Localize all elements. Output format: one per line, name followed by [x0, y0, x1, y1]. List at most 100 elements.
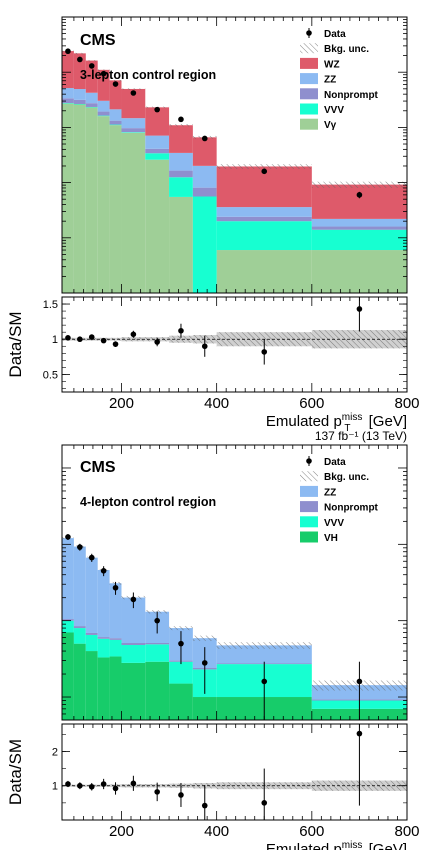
- data-point-2: [77, 544, 83, 550]
- data-point-4: [101, 568, 107, 574]
- ratio-y-tick-label: 1: [52, 334, 58, 346]
- bar-nonprompt-bin-7: [145, 643, 169, 644]
- data-point-7: [154, 107, 160, 113]
- x-tick-label: 600: [299, 395, 324, 412]
- ratio-point-7: [154, 789, 160, 795]
- bar-v-bin-10: [217, 250, 312, 293]
- ratio-frame: [62, 724, 407, 820]
- x-tick-label: 200: [109, 823, 134, 840]
- bar-nonprompt-bin-3: [86, 103, 98, 107]
- bar-vvv-bin-7: [145, 153, 169, 159]
- legend-label-bkg-unc: Bkg. unc.: [324, 472, 369, 483]
- legend-swatch-nonprompt: [300, 501, 318, 512]
- bar-vvv-bin-4: [98, 116, 110, 117]
- bar-zz-bin-1: [62, 538, 74, 619]
- ratio-point-3: [89, 784, 95, 790]
- bar-nonprompt-bin-5: [110, 121, 122, 125]
- legend-swatch-wz: [300, 58, 318, 69]
- stacked-histogram: [62, 51, 407, 293]
- x-axis-label-sup: miss: [342, 412, 363, 423]
- x-axis-label-unit: [GeV]: [364, 841, 407, 850]
- ratio-point-5: [113, 786, 119, 792]
- region-label: 3-lepton control region: [80, 68, 216, 82]
- bar-wz-bin-1: [62, 51, 74, 88]
- bar-vvv-bin-7: [145, 644, 169, 661]
- legend-swatch-zz: [300, 73, 318, 84]
- bar-nonprompt-bin-5: [110, 638, 122, 640]
- legend-swatch-vvv: [300, 104, 318, 115]
- bkg-unc-bin-10: [217, 164, 312, 169]
- ratio-point-10: [261, 349, 267, 355]
- bar-v-bin-11: [312, 250, 407, 293]
- data-point-7: [154, 618, 160, 624]
- bar-zz-bin-3: [86, 558, 98, 633]
- data-point-11: [357, 192, 363, 198]
- bar-zz-bin-4: [98, 101, 110, 112]
- data-point-1: [65, 48, 71, 54]
- bar-v-bin-2: [74, 104, 86, 293]
- bar-vh-bin-5: [110, 656, 122, 720]
- ratio-point-3: [89, 334, 95, 340]
- x-tick-label: 800: [394, 395, 419, 412]
- bar-vvv-bin-6: [121, 132, 145, 133]
- data-point-5: [113, 81, 119, 87]
- bkg-unc-bin-9: [193, 636, 217, 641]
- bar-zz-bin-11: [312, 219, 407, 227]
- ratio-point-6: [131, 781, 137, 787]
- bkg-unc-bin-3: [86, 60, 98, 62]
- bar-vh-bin-9: [193, 697, 217, 720]
- bar-zz-bin-1: [62, 88, 74, 98]
- ratio-point-5: [113, 341, 119, 347]
- bar-nonprompt-bin-3: [86, 633, 98, 635]
- luminosity-label: 137 fb⁻¹ (13 TeV): [315, 429, 407, 443]
- ratio-y-tick-label: 2: [52, 746, 58, 758]
- bar-v-bin-3: [86, 107, 98, 293]
- ratio-point-11: [357, 731, 363, 737]
- bar-zz-bin-6: [121, 118, 145, 128]
- data-point-11: [357, 679, 363, 685]
- legend-label-zz: ZZ: [324, 487, 336, 498]
- ratio-point-8: [178, 792, 184, 798]
- bkg-unc-bin-8: [169, 124, 193, 126]
- legend-label-bkg-unc: Bkg. unc.: [324, 44, 369, 55]
- bar-zz-bin-9: [193, 166, 217, 188]
- stacked-histogram: [62, 537, 407, 720]
- region-label: 4-lepton control region: [80, 495, 216, 509]
- ratio-point-10: [261, 800, 267, 806]
- legend-label-data: Data: [324, 457, 346, 468]
- legend-label-nonprompt: Nonprompt: [324, 503, 379, 514]
- data-point-6: [131, 597, 137, 603]
- bkg-unc-bin-10: [217, 642, 312, 649]
- bkg-unc-bin-11: [312, 182, 407, 188]
- bar-vh-bin-4: [98, 657, 110, 720]
- bar-v-bin-4: [98, 116, 110, 293]
- legend-label-wz: WZ: [324, 59, 340, 70]
- legend-bkg-unc-swatch: [300, 471, 318, 481]
- bar-vvv-bin-5: [110, 125, 122, 126]
- bar-zz-bin-2: [74, 547, 86, 627]
- bar-vh-bin-7: [145, 662, 169, 720]
- ratio-point-9: [202, 343, 208, 349]
- bar-v-bin-1: [62, 104, 74, 293]
- legend-swatch-vh: [300, 532, 318, 543]
- legend-label-data: Data: [324, 29, 346, 40]
- bar-v-bin-5: [110, 125, 122, 293]
- data-point-9: [202, 660, 208, 666]
- bar-nonprompt-bin-11: [312, 227, 407, 230]
- legend-swatch-vvv: [300, 516, 318, 527]
- bar-v-bin-7: [145, 160, 169, 293]
- bar-vvv-bin-8: [169, 662, 193, 684]
- bar-v-bin-8: [169, 197, 193, 293]
- data-point-8: [178, 117, 184, 123]
- bar-vvv-bin-3: [86, 635, 98, 651]
- bar-v-bin-6: [121, 133, 145, 293]
- legend-swatch-v: [300, 119, 318, 130]
- bar-vh-bin-1: [62, 632, 74, 720]
- bar-vvv-bin-2: [74, 628, 86, 644]
